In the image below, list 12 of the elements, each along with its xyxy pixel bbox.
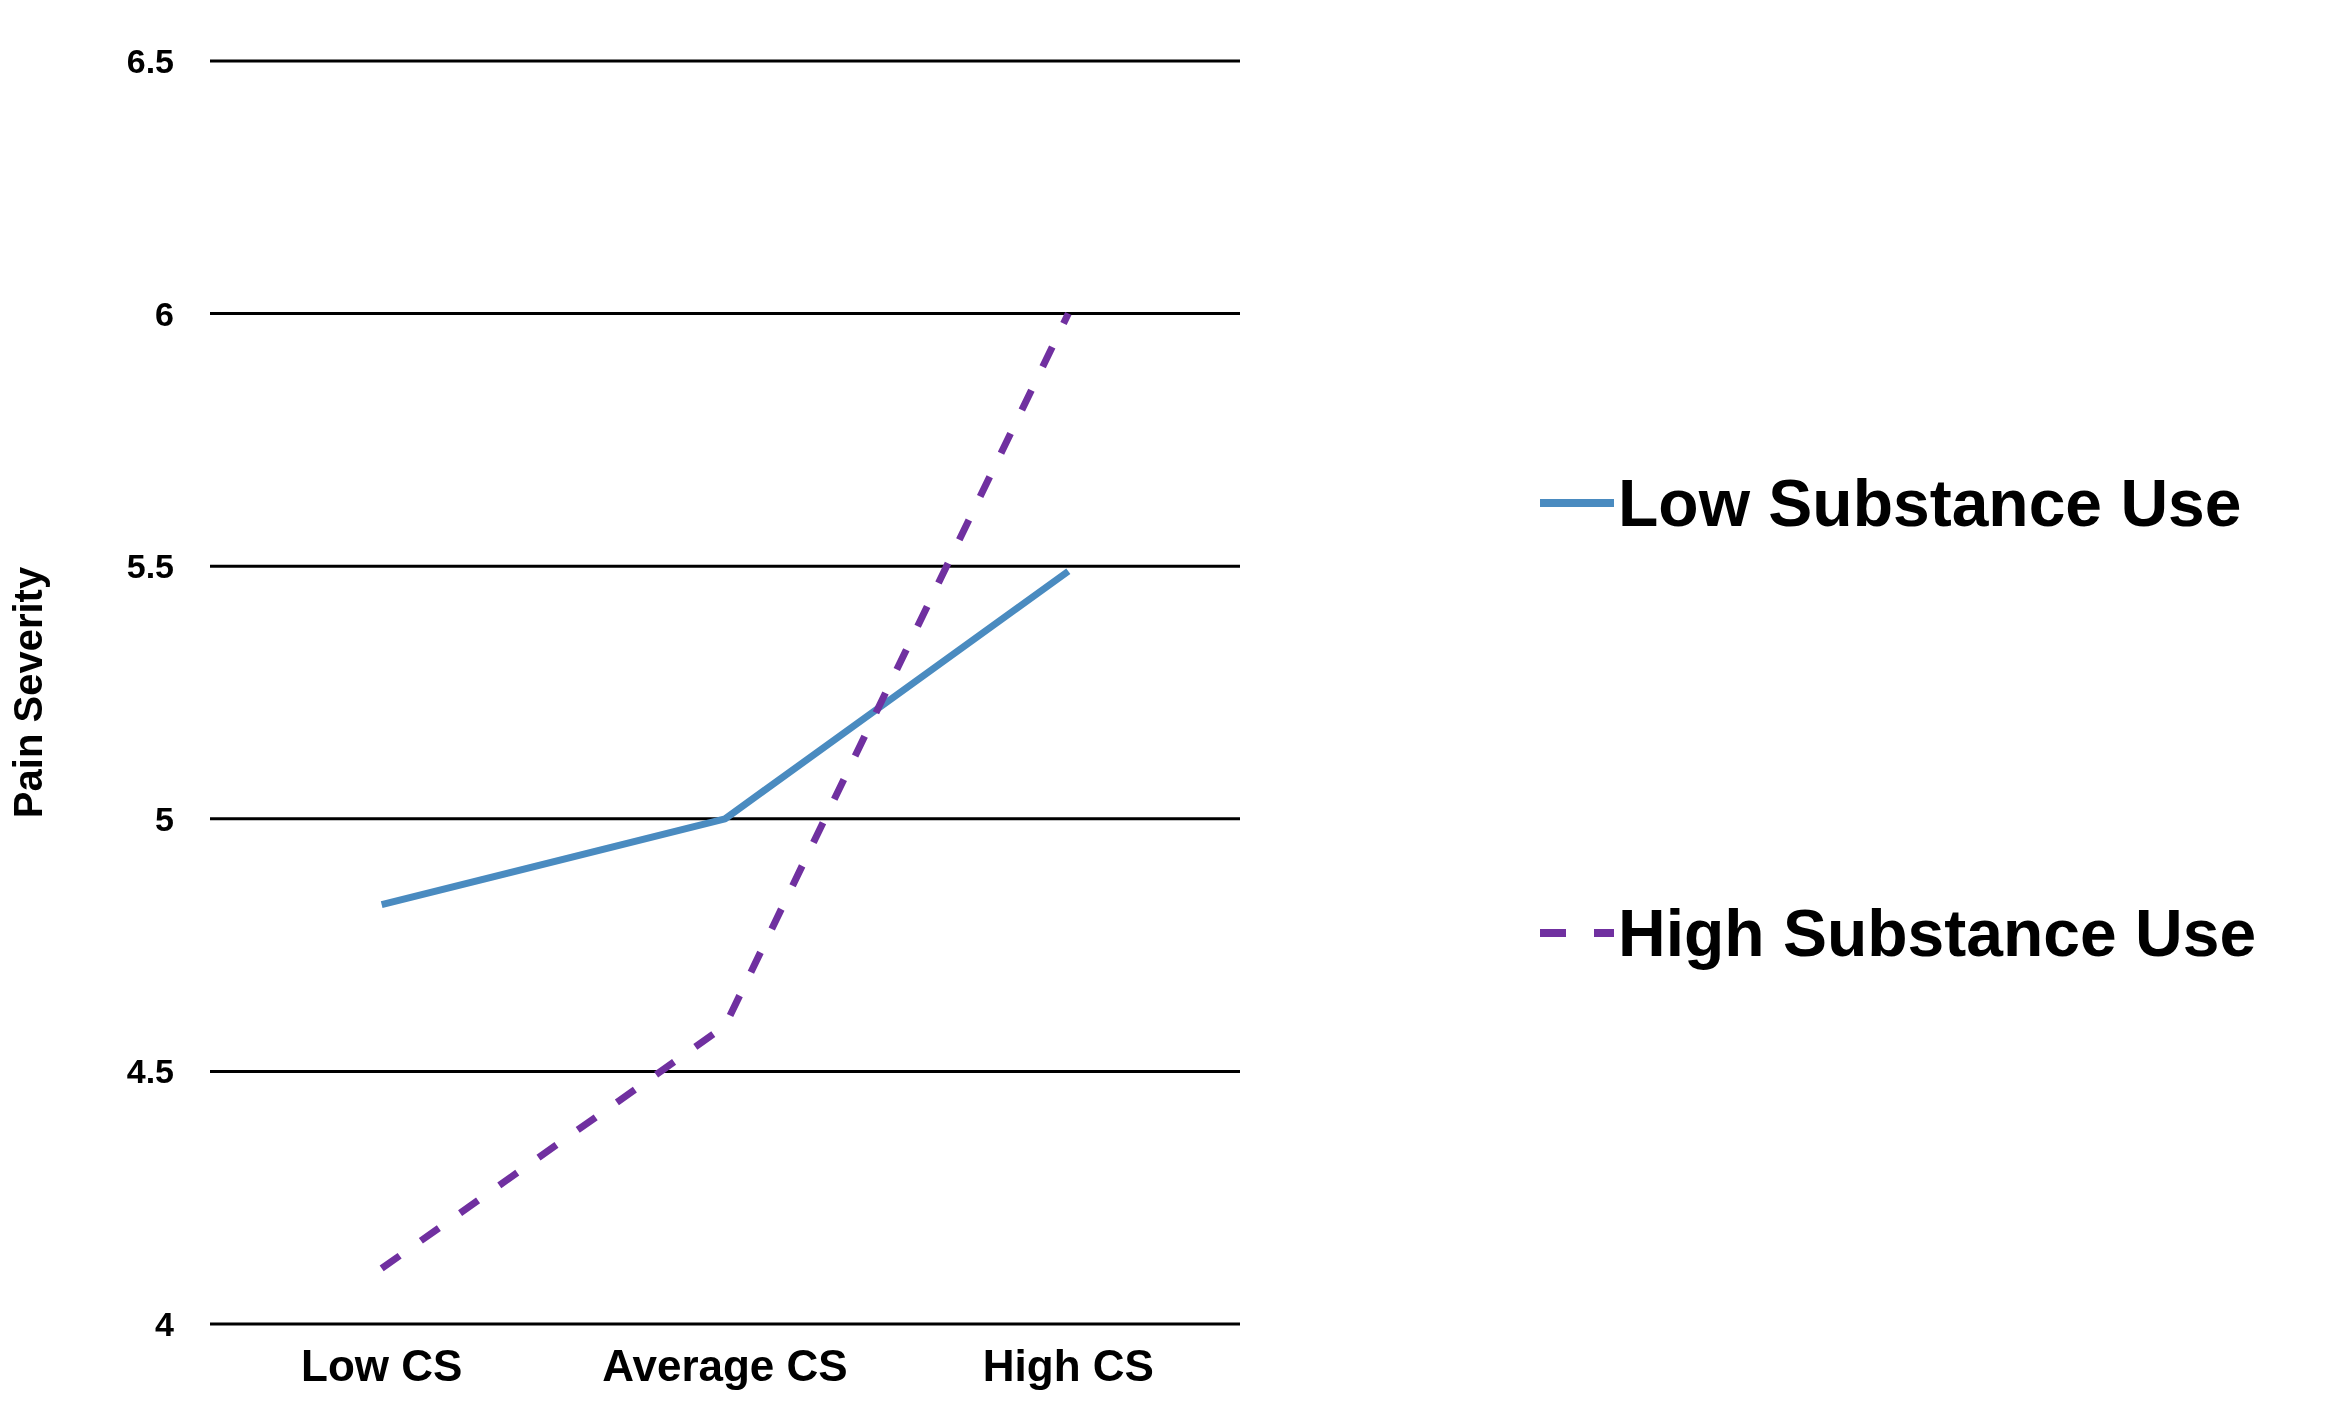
- legend-label: Low Substance Use: [1618, 465, 2242, 541]
- y-axis-title: Pain Severity: [6, 566, 51, 819]
- legend-label: High Substance Use: [1618, 895, 2257, 971]
- y-tick-label: 5.5: [126, 547, 174, 586]
- y-tick-label: 6: [155, 294, 174, 333]
- x-tick-label: Average CS: [602, 1341, 848, 1391]
- y-tick-label: 4.5: [126, 1052, 174, 1091]
- y-tick-label: 5: [155, 799, 174, 838]
- x-tick-label: High CS: [982, 1341, 1154, 1391]
- x-tick-label: Low CS: [301, 1341, 463, 1391]
- y-tick-label: 6.5: [126, 42, 174, 81]
- y-tick-label: 4: [155, 1305, 175, 1344]
